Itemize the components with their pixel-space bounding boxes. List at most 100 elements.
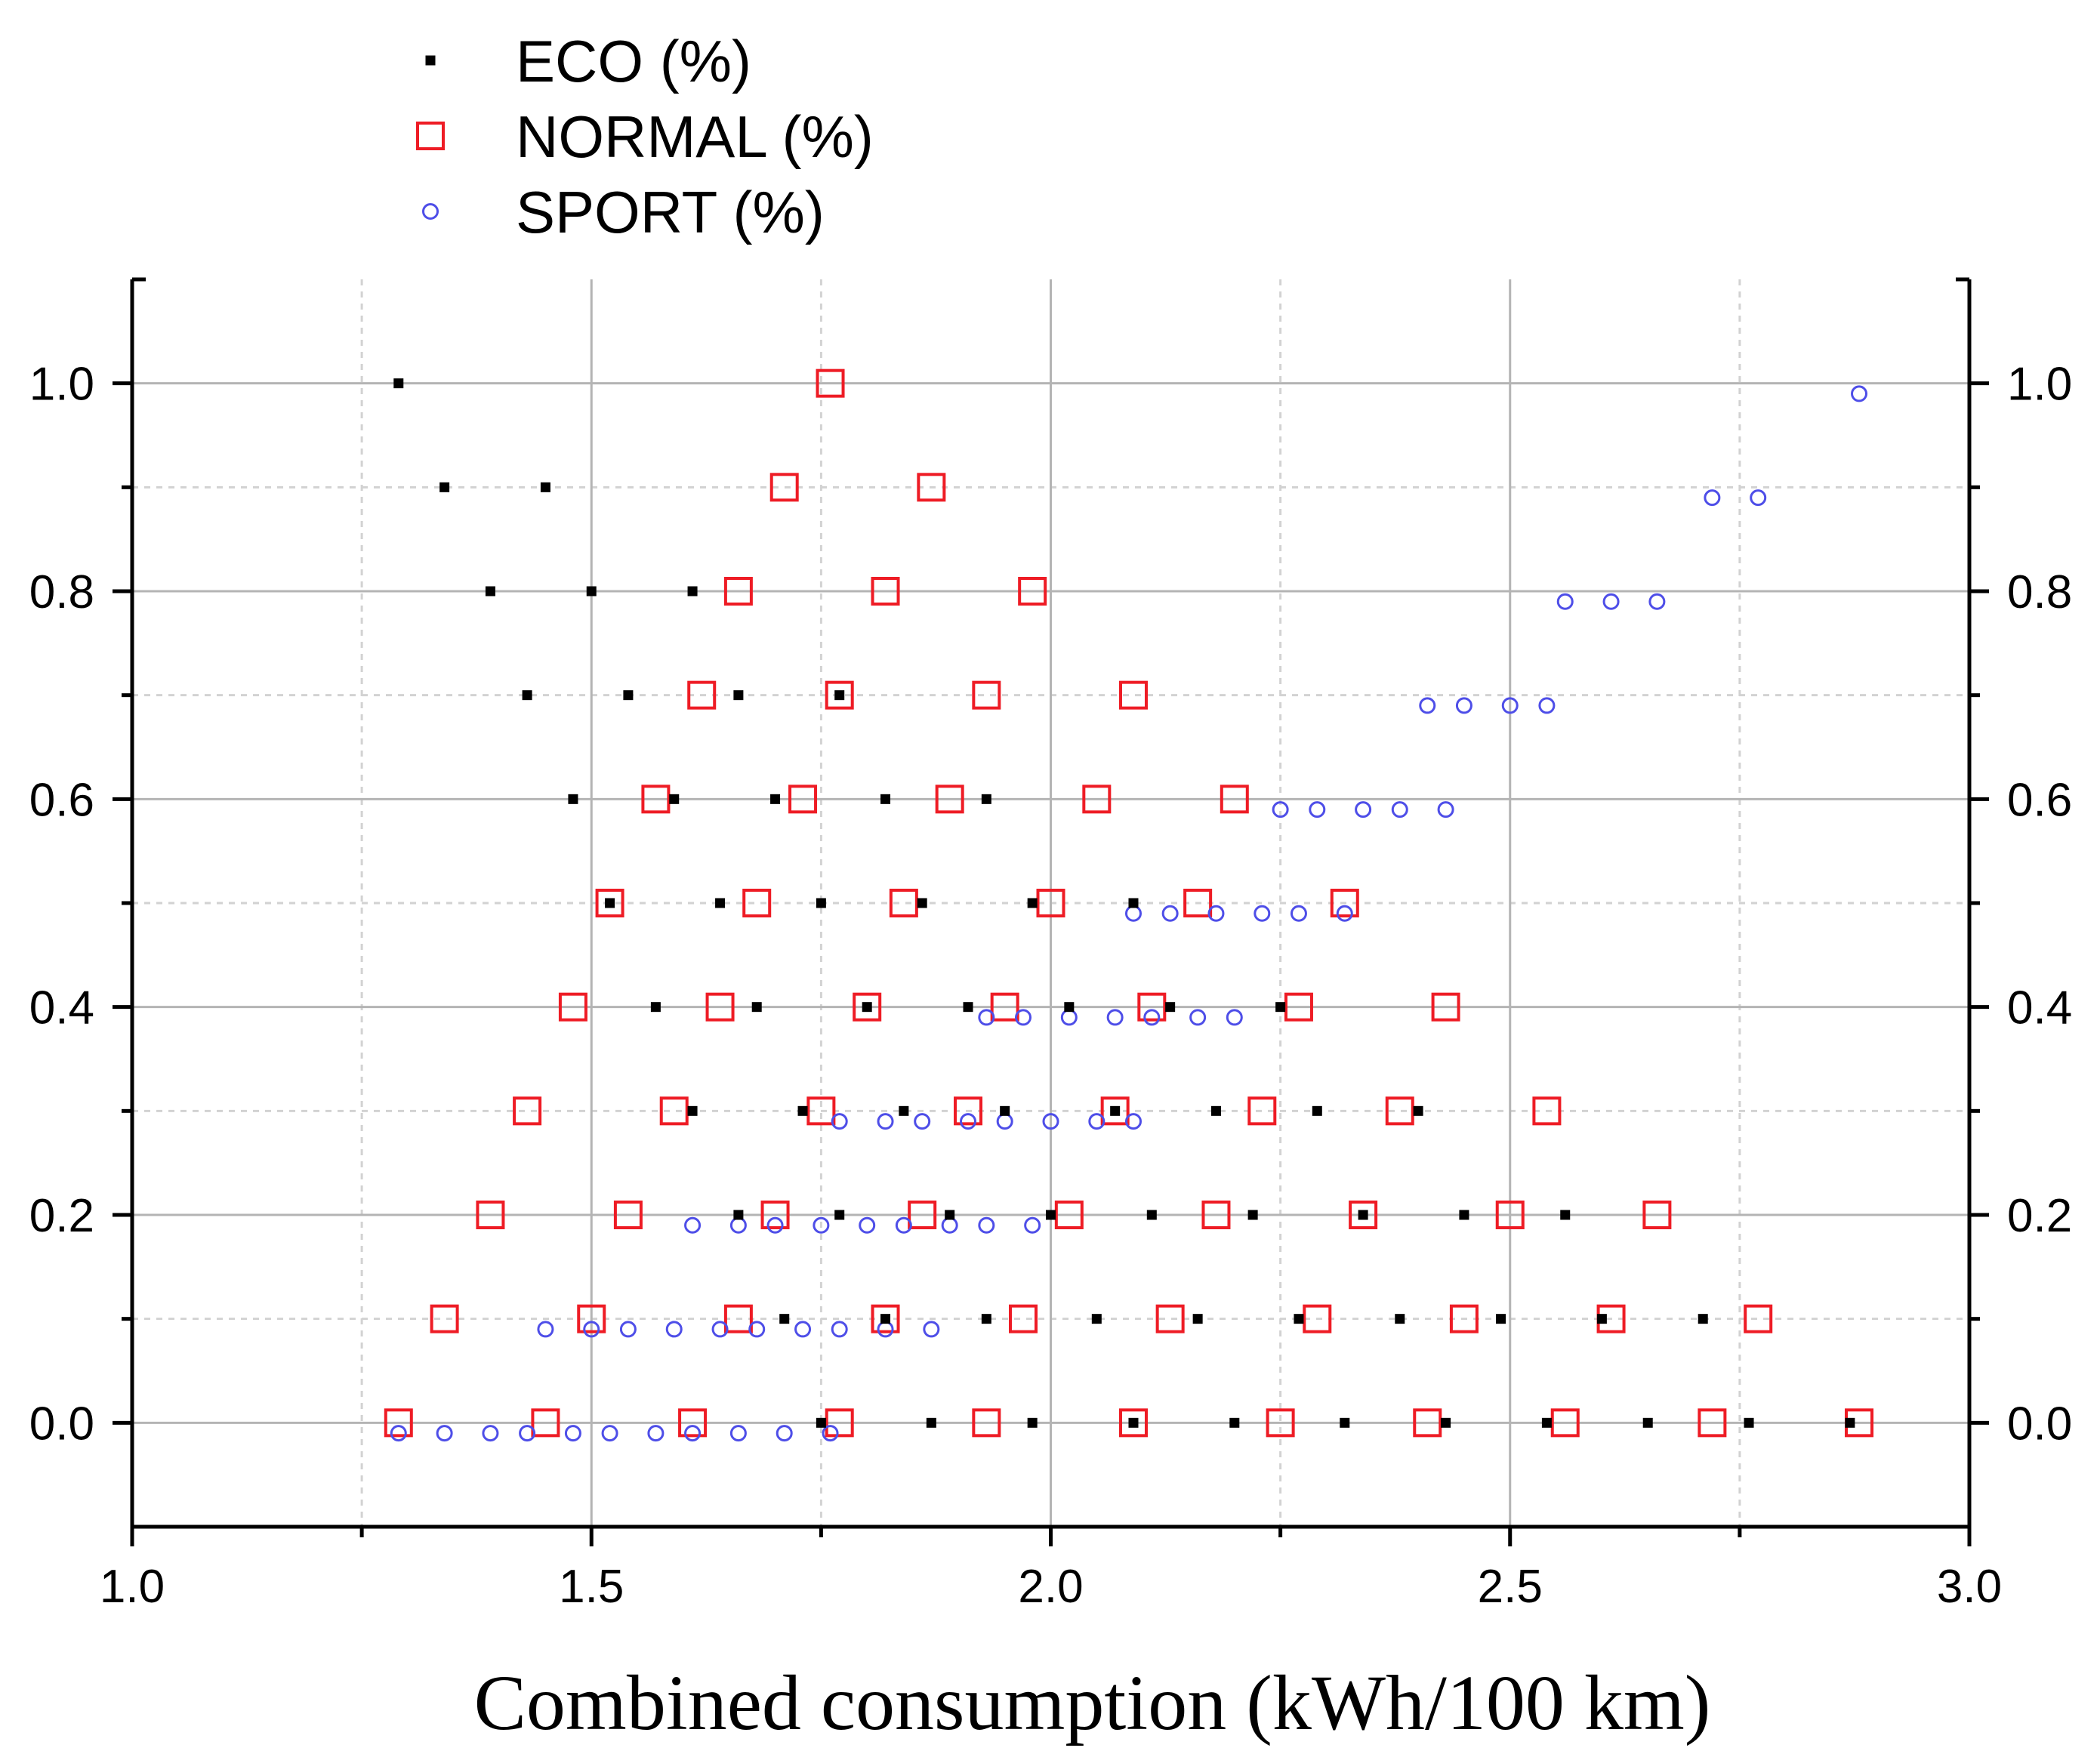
data-point — [1312, 1105, 1322, 1116]
data-point — [1046, 1210, 1056, 1220]
grid-lines — [132, 279, 1969, 1527]
legend: ECO (%) NORMAL (%) SPORT (%) — [416, 28, 874, 245]
data-point — [1275, 1002, 1286, 1013]
data-point — [917, 473, 946, 502]
data-point — [641, 785, 671, 814]
data-point — [1455, 697, 1472, 714]
data-point — [1413, 1408, 1442, 1438]
y-tick-label-right: 0.4 — [2007, 982, 2072, 1034]
data-point — [1210, 1105, 1221, 1116]
data-point — [586, 586, 597, 597]
data-point — [684, 1425, 702, 1442]
data-point — [729, 1216, 747, 1234]
data-point — [568, 794, 578, 804]
data-point — [926, 1417, 936, 1428]
data-point — [1845, 1417, 1855, 1428]
data-point — [877, 1321, 894, 1338]
data-point — [877, 1113, 894, 1130]
y-tick-label-left: 1.0 — [29, 359, 94, 411]
data-point — [1642, 1417, 1653, 1428]
legend-label: NORMAL (%) — [516, 103, 874, 170]
data-point — [390, 1425, 407, 1442]
data-point — [1495, 1201, 1525, 1229]
data-point — [1018, 577, 1047, 606]
data-point — [862, 1002, 872, 1013]
data-point — [1128, 1417, 1139, 1428]
legend-label: ECO (%) — [516, 28, 751, 94]
data-point — [1358, 1210, 1368, 1220]
y-tick-label-right: 0.6 — [2007, 774, 2072, 826]
data-point — [687, 586, 698, 597]
y-tick-label-right: 1.0 — [2007, 359, 2072, 411]
data-point — [1541, 1417, 1552, 1428]
data-point — [1496, 1314, 1506, 1324]
series-open-square — [384, 368, 1874, 1438]
data-point — [816, 1417, 826, 1428]
data-point — [748, 1321, 766, 1338]
data-point — [981, 1314, 991, 1324]
data-point — [1088, 1113, 1106, 1130]
data-point — [1247, 1210, 1258, 1220]
data-point — [1437, 801, 1454, 818]
data-point — [684, 1216, 702, 1234]
data-point — [871, 1304, 900, 1333]
data-point — [742, 889, 772, 917]
data-points — [384, 368, 1874, 1442]
data-point — [834, 690, 845, 701]
data-point — [1550, 1408, 1580, 1438]
data-point — [1183, 889, 1213, 917]
y-tick-label-left: 0.8 — [29, 566, 94, 618]
data-point — [1064, 1002, 1075, 1013]
data-point — [1284, 992, 1313, 1022]
data-point — [806, 1096, 836, 1126]
data-point — [1750, 489, 1767, 507]
data-point — [1036, 889, 1065, 917]
data-point — [687, 1105, 698, 1116]
data-point — [923, 1321, 940, 1338]
data-point — [540, 482, 550, 492]
data-point — [960, 1113, 977, 1130]
data-point — [831, 1321, 848, 1338]
data-point — [880, 794, 891, 804]
data-point — [1128, 898, 1139, 908]
data-point — [1247, 1096, 1277, 1126]
y-tick-label-left: 0.2 — [29, 1190, 94, 1242]
data-point — [1413, 1105, 1423, 1116]
data-point — [1124, 905, 1142, 922]
data-point — [723, 577, 753, 606]
data-point — [1146, 1210, 1157, 1220]
data-point — [1355, 801, 1372, 818]
data-point — [1303, 1304, 1332, 1333]
legend-marker — [422, 203, 439, 220]
data-point — [1027, 1417, 1038, 1428]
data-point — [816, 898, 826, 908]
data-point — [825, 1408, 854, 1438]
data-point — [1698, 1408, 1727, 1438]
data-point — [513, 1096, 542, 1126]
data-point — [595, 889, 624, 917]
data-point — [769, 473, 799, 502]
data-point — [816, 368, 845, 398]
data-point — [384, 1408, 413, 1438]
data-point — [935, 785, 964, 814]
data-point — [981, 794, 991, 804]
data-point — [978, 1009, 995, 1026]
data-point — [1391, 801, 1408, 818]
data-point — [1137, 992, 1167, 1022]
data-point — [1395, 1314, 1405, 1324]
data-point — [619, 1321, 637, 1338]
data-point — [623, 690, 634, 701]
data-point — [715, 898, 726, 908]
data-point — [770, 794, 781, 804]
data-point — [733, 690, 744, 701]
data-point — [972, 1408, 1001, 1438]
data-point — [1024, 1216, 1041, 1234]
y-tick-label-right: 0.2 — [2007, 1190, 2072, 1242]
data-point — [779, 1314, 790, 1324]
data-point — [1192, 1314, 1203, 1324]
data-point — [1560, 1210, 1571, 1220]
data-point — [1596, 1314, 1607, 1324]
data-point — [1226, 1009, 1243, 1026]
data-point — [1330, 889, 1359, 917]
data-point — [1060, 1009, 1078, 1026]
